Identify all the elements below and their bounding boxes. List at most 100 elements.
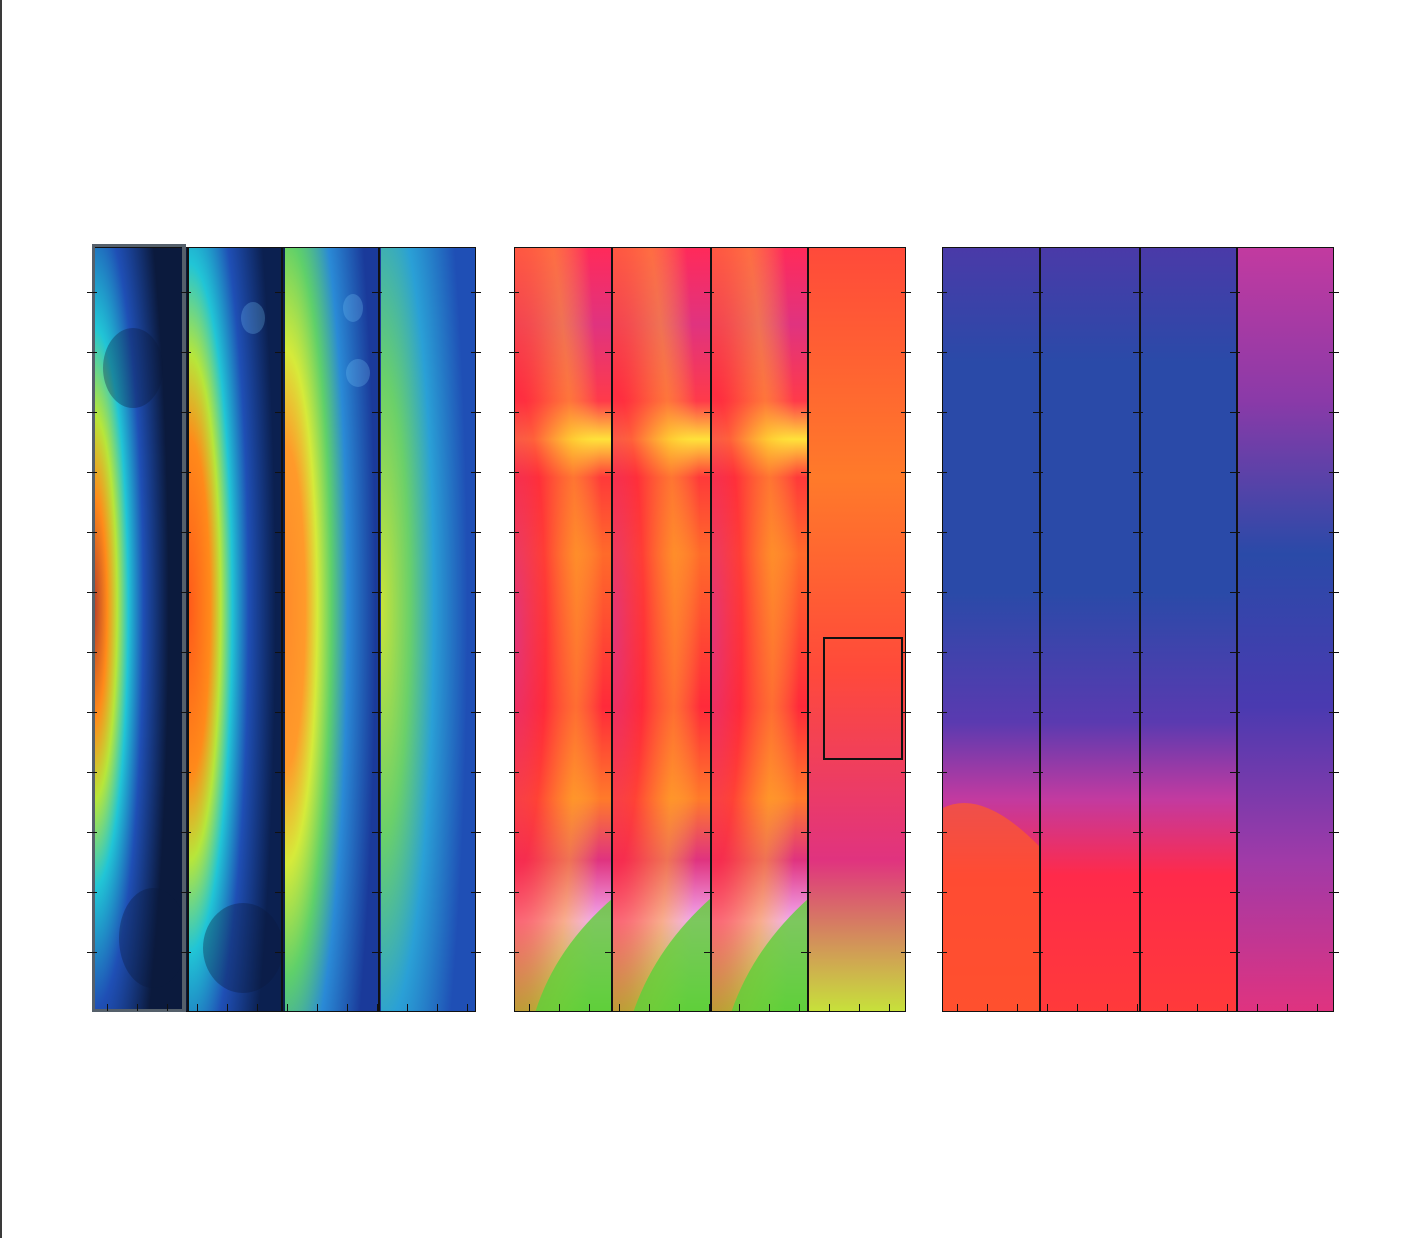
panel-tick-mark <box>801 472 811 473</box>
panel-tick-mark <box>87 712 97 713</box>
panel-tick-mark <box>1133 292 1143 293</box>
panel-tick-mark <box>937 832 947 833</box>
panel-tick-mark <box>509 712 519 713</box>
panel-tick-mark <box>704 772 714 773</box>
panel-tick-mark <box>181 952 191 953</box>
panel-tick-mark <box>275 592 285 593</box>
panel-b-divider-2 <box>710 248 712 1011</box>
panel-tick-mark <box>937 292 947 293</box>
panel-tick-mark <box>1230 592 1240 593</box>
panel-tick-mark <box>801 412 811 413</box>
panel-bottom-tick <box>197 1004 198 1011</box>
panel-tick-mark <box>509 352 519 353</box>
panel-tick-mark <box>1329 952 1339 953</box>
panel-bottom-tick <box>829 1004 830 1011</box>
panel-tick-mark <box>87 352 97 353</box>
panel-tick-mark <box>1033 712 1043 713</box>
panel-tick-mark <box>1133 412 1143 413</box>
panel-tick-mark <box>509 412 519 413</box>
panel-tick-mark <box>275 292 285 293</box>
panel-bottom-tick <box>709 1004 710 1011</box>
panel-tick-mark <box>1033 292 1043 293</box>
panel-bottom-tick <box>377 1004 378 1011</box>
panel-tick-mark <box>704 832 714 833</box>
panel-tick-mark <box>1329 412 1339 413</box>
panel-tick-mark <box>471 832 481 833</box>
panel-tick-mark <box>605 472 615 473</box>
panel-tick-mark <box>1329 592 1339 593</box>
panel-tick-mark <box>471 652 481 653</box>
panel-tick-mark <box>1133 472 1143 473</box>
panel-tick-mark <box>704 472 714 473</box>
panel-tick-mark <box>1230 652 1240 653</box>
panel-tick-mark <box>181 352 191 353</box>
panel-tick-mark <box>901 832 911 833</box>
panel-tick-mark <box>937 532 947 533</box>
panel-tick-mark <box>801 712 811 713</box>
panel-bottom-tick <box>679 1004 680 1011</box>
panel-tick-mark <box>181 772 191 773</box>
panel-tick-mark <box>372 712 382 713</box>
panel-tick-mark <box>605 532 615 533</box>
panel-bottom-tick <box>407 1004 408 1011</box>
panel-tick-mark <box>87 412 97 413</box>
panel-tick-mark <box>471 592 481 593</box>
panel-tick-mark <box>275 472 285 473</box>
panel-tick-mark <box>372 352 382 353</box>
figure-panel-b <box>514 247 906 1012</box>
panel-tick-mark <box>1329 772 1339 773</box>
panel-b-image <box>515 248 905 1011</box>
panel-bottom-tick <box>619 1004 620 1011</box>
panel-tick-mark <box>87 952 97 953</box>
panel-tick-mark <box>937 352 947 353</box>
panel-tick-mark <box>1133 652 1143 653</box>
panel-tick-mark <box>937 472 947 473</box>
panel-tick-mark <box>181 412 191 413</box>
panel-tick-mark <box>87 472 97 473</box>
panel-tick-mark <box>87 772 97 773</box>
panel-a-divider-3 <box>378 248 380 1011</box>
panel-tick-mark <box>605 712 615 713</box>
panel-tick-mark <box>704 652 714 653</box>
panel-tick-mark <box>181 712 191 713</box>
panel-tick-mark <box>181 592 191 593</box>
panel-tick-mark <box>471 772 481 773</box>
panel-tick-mark <box>1329 832 1339 833</box>
panel-tick-mark <box>801 652 811 653</box>
panel-tick-mark <box>937 592 947 593</box>
panel-bottom-tick <box>227 1004 228 1011</box>
panel-tick-mark <box>509 532 519 533</box>
panel-tick-mark <box>901 712 911 713</box>
panel-bottom-tick <box>1257 1004 1258 1011</box>
panel-tick-mark <box>87 892 97 893</box>
panel-tick-mark <box>1329 472 1339 473</box>
panel-bottom-tick <box>859 1004 860 1011</box>
panel-bottom-tick <box>1107 1004 1108 1011</box>
panel-tick-mark <box>372 652 382 653</box>
panel-tick-mark <box>471 292 481 293</box>
panel-tick-mark <box>605 832 615 833</box>
panel-tick-mark <box>937 892 947 893</box>
panel-tick-mark <box>181 832 191 833</box>
panel-tick-mark <box>901 412 911 413</box>
panel-tick-mark <box>372 892 382 893</box>
panel-tick-mark <box>181 292 191 293</box>
panel-tick-mark <box>471 892 481 893</box>
panel-tick-mark <box>275 352 285 353</box>
panel-tick-mark <box>181 652 191 653</box>
panel-bottom-tick <box>1017 1004 1018 1011</box>
panel-tick-mark <box>275 532 285 533</box>
panel-bottom-tick <box>1047 1004 1048 1011</box>
panel-bottom-tick <box>799 1004 800 1011</box>
panel-tick-mark <box>1329 712 1339 713</box>
panel-c-image <box>943 248 1333 1011</box>
panel-tick-mark <box>1033 832 1043 833</box>
panel-tick-mark <box>509 772 519 773</box>
panel-a-divider-1 <box>187 248 189 1011</box>
panel-tick-mark <box>937 712 947 713</box>
panel-tick-mark <box>1230 952 1240 953</box>
panel-tick-mark <box>1133 592 1143 593</box>
panel-tick-mark <box>801 832 811 833</box>
panel-tick-mark <box>1329 352 1339 353</box>
panel-bottom-tick <box>957 1004 958 1011</box>
